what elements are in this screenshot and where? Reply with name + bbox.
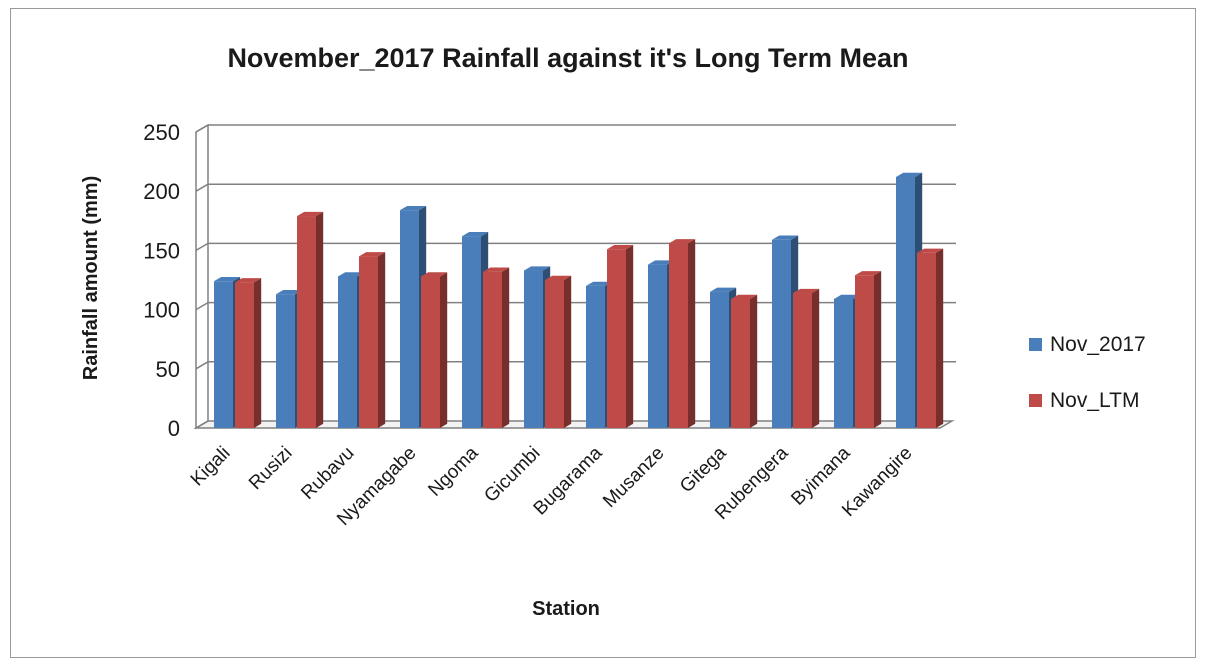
y-tick-label: 200 [143, 179, 180, 204]
y-tick-label: 100 [143, 298, 180, 323]
legend: Nov_2017 Nov_LTM [1029, 333, 1146, 412]
bar-Nov_LTM-Rubengera [793, 288, 820, 428]
gridlines [193, 123, 956, 430]
x-tick-label: Musanze [599, 443, 668, 512]
x-tick-label: Kigali [187, 443, 235, 491]
gridline-side [195, 301, 209, 311]
x-tick-label: Gitega [676, 442, 731, 497]
bar-Nov_LTM-Musanze [669, 239, 696, 428]
x-tick-label: Ngoma [424, 442, 482, 500]
x-tick-label: Bugarama [530, 442, 607, 519]
bar-Nov_LTM-Kigali [235, 278, 262, 428]
bar-Nov_LTM-Gicumbi [545, 275, 572, 428]
x-tick-label: Rubavu [297, 443, 358, 504]
y-tick-label: 50 [156, 357, 180, 382]
legend-label: Nov_2017 [1050, 333, 1146, 356]
y-axis-title: Rainfall amount (mm) [80, 176, 102, 380]
bar-Nov_LTM-Rusizi [297, 211, 324, 428]
y-tick-labels: 0 50 100 150 200 250 [143, 120, 180, 441]
legend-label: Nov_LTM [1050, 389, 1139, 412]
x-tick-label: Rusizi [245, 443, 296, 494]
gridline-side [195, 183, 209, 192]
gridline-side [195, 242, 209, 252]
y-tick-label: 250 [143, 120, 180, 145]
bar-Nov_LTM-Nyamagabe [421, 272, 448, 428]
bar-Nov_LTM-Ngoma [483, 267, 510, 428]
bar-Nov_LTM-Rubavu [359, 252, 386, 428]
legend-swatch [1029, 394, 1042, 407]
bars [214, 172, 944, 428]
gridline-side [195, 124, 209, 133]
bar-Nov_LTM-Kawangire [917, 248, 944, 428]
chart-side-wall [195, 123, 209, 430]
x-tick-label: Gicumbi [480, 443, 544, 507]
y-tick-label: 150 [143, 238, 180, 263]
gridline-side [195, 420, 209, 429]
bar-Nov_LTM-Byimana [855, 271, 882, 428]
chart-title: November_2017 Rainfall against it's Long… [227, 43, 908, 73]
y-tick-label: 0 [168, 416, 180, 441]
gridline-side [195, 361, 209, 370]
legend-swatch [1029, 338, 1042, 351]
x-axis-title: Station [532, 598, 600, 620]
bar-Nov_LTM-Bugarama [607, 245, 634, 428]
bar-Nov_LTM-Gitega [731, 294, 758, 428]
